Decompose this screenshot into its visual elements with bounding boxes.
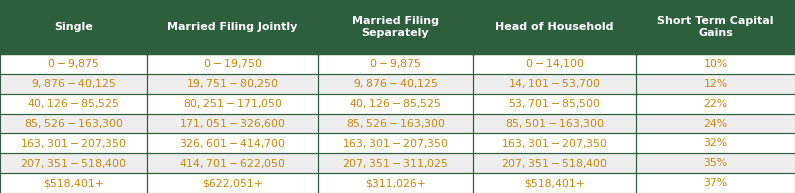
Bar: [636, 0, 795, 54]
Text: 24%: 24%: [704, 119, 727, 129]
Text: $622,051+: $622,051+: [202, 178, 263, 188]
Bar: [147, 153, 318, 173]
Text: 10%: 10%: [704, 59, 727, 69]
Bar: [473, 74, 636, 94]
Bar: [473, 0, 636, 54]
Bar: [147, 74, 318, 94]
Text: $19,751 - $80,250: $19,751 - $80,250: [186, 77, 279, 90]
Text: $171,051 - $326,600: $171,051 - $326,600: [179, 117, 286, 130]
Bar: [147, 114, 318, 133]
Text: $518,401+: $518,401+: [43, 178, 104, 188]
Text: Single: Single: [54, 22, 93, 32]
Bar: [473, 133, 636, 153]
Bar: [0, 74, 147, 94]
Bar: [318, 74, 473, 94]
Text: $207,351 - $518,400: $207,351 - $518,400: [501, 157, 608, 170]
Bar: [147, 54, 318, 74]
Text: $0 - $14,100: $0 - $14,100: [525, 58, 584, 70]
Bar: [473, 54, 636, 74]
Text: $207,351 - $518,400: $207,351 - $518,400: [20, 157, 127, 170]
Bar: [0, 94, 147, 114]
Bar: [636, 114, 795, 133]
Text: $414,701 - $622,050: $414,701 - $622,050: [179, 157, 286, 170]
Bar: [0, 153, 147, 173]
Text: Married Filing
Separately: Married Filing Separately: [352, 16, 439, 38]
Text: $9,876 - $40,125: $9,876 - $40,125: [31, 77, 116, 90]
Bar: [636, 173, 795, 193]
Text: $163,301 - $207,350: $163,301 - $207,350: [342, 137, 449, 150]
Bar: [636, 133, 795, 153]
Bar: [318, 54, 473, 74]
Bar: [473, 114, 636, 133]
Bar: [0, 133, 147, 153]
Bar: [636, 74, 795, 94]
Text: 35%: 35%: [704, 158, 727, 168]
Bar: [0, 114, 147, 133]
Bar: [318, 153, 473, 173]
Text: Married Filing Jointly: Married Filing Jointly: [168, 22, 297, 32]
Bar: [0, 54, 147, 74]
Text: $207,351 - $311,025: $207,351 - $311,025: [343, 157, 448, 170]
Text: $163,301 - $207,350: $163,301 - $207,350: [20, 137, 127, 150]
Bar: [636, 153, 795, 173]
Bar: [147, 94, 318, 114]
Bar: [473, 94, 636, 114]
Text: $85,526 - $163,300: $85,526 - $163,300: [24, 117, 123, 130]
Text: $311,026+: $311,026+: [365, 178, 426, 188]
Text: 12%: 12%: [704, 79, 727, 89]
Text: $40,126 - $85,525: $40,126 - $85,525: [349, 97, 442, 110]
Text: $85,501 - $163,300: $85,501 - $163,300: [505, 117, 604, 130]
Text: $518,401+: $518,401+: [524, 178, 585, 188]
Bar: [147, 173, 318, 193]
Text: Short Term Capital
Gains: Short Term Capital Gains: [657, 16, 774, 38]
Bar: [318, 94, 473, 114]
Text: $9,876 - $40,125: $9,876 - $40,125: [353, 77, 438, 90]
Bar: [318, 173, 473, 193]
Bar: [147, 133, 318, 153]
Text: 22%: 22%: [704, 99, 727, 109]
Text: $0 - $19,750: $0 - $19,750: [203, 58, 262, 70]
Bar: [147, 0, 318, 54]
Text: 32%: 32%: [704, 138, 727, 148]
Bar: [0, 173, 147, 193]
Bar: [473, 173, 636, 193]
Bar: [636, 54, 795, 74]
Text: 37%: 37%: [704, 178, 727, 188]
Text: $80,251 - $171,050: $80,251 - $171,050: [183, 97, 282, 110]
Bar: [318, 0, 473, 54]
Text: $85,526 - $163,300: $85,526 - $163,300: [346, 117, 445, 130]
Text: $53,701 - $85,500: $53,701 - $85,500: [508, 97, 601, 110]
Bar: [473, 153, 636, 173]
Bar: [0, 0, 147, 54]
Text: $0 - $9,875: $0 - $9,875: [48, 58, 99, 70]
Text: $326,601 - $414,700: $326,601 - $414,700: [179, 137, 286, 150]
Text: $0 - $9,875: $0 - $9,875: [370, 58, 421, 70]
Text: $40,126 - $85,525: $40,126 - $85,525: [27, 97, 120, 110]
Text: $14,101 - $53,700: $14,101 - $53,700: [508, 77, 601, 90]
Text: Head of Household: Head of Household: [495, 22, 614, 32]
Text: $163,301 - $207,350: $163,301 - $207,350: [501, 137, 608, 150]
Bar: [318, 114, 473, 133]
Bar: [636, 94, 795, 114]
Bar: [318, 133, 473, 153]
